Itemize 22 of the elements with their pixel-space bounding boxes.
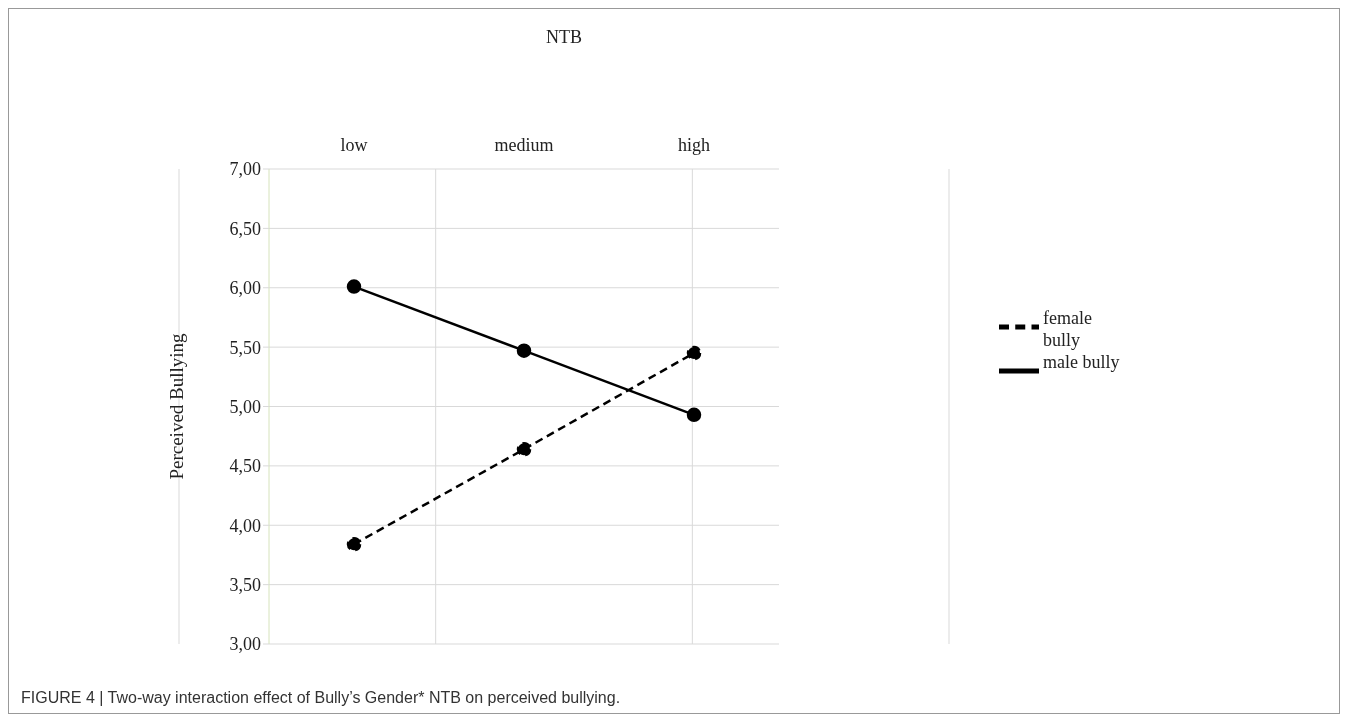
- y-tick-label: 4,50: [229, 456, 261, 477]
- y-tick-label: 3,50: [229, 575, 261, 596]
- y-tick-label: 3,00: [229, 634, 261, 655]
- x-tick-label: medium: [494, 135, 554, 155]
- point: [686, 407, 702, 423]
- legend-label: male bully: [1043, 351, 1121, 373]
- x-axis-title: NTB: [545, 27, 583, 48]
- y-tick-label: 6,50: [229, 218, 261, 239]
- y-tick-label: 5,50: [229, 337, 261, 358]
- caption: FIGURE 4 | Two-way interaction effect of Bully’s Gender* NTB on perceived bullying.: [20, 689, 622, 708]
- y-tick-label: 5,00: [229, 396, 261, 417]
- y-axis-title: Perceived Bullying: [165, 332, 187, 480]
- point: [686, 345, 702, 361]
- x-tick-label: high: [677, 135, 711, 155]
- point: [346, 279, 362, 294]
- y-tick-label: 7,00: [229, 159, 261, 180]
- point: [346, 537, 362, 552]
- point: [516, 343, 532, 358]
- y-tick-label: 4,00: [229, 515, 261, 536]
- point: [516, 442, 532, 457]
- y-tick-label: 6,00: [229, 278, 261, 299]
- x-tick-label: low: [340, 135, 368, 155]
